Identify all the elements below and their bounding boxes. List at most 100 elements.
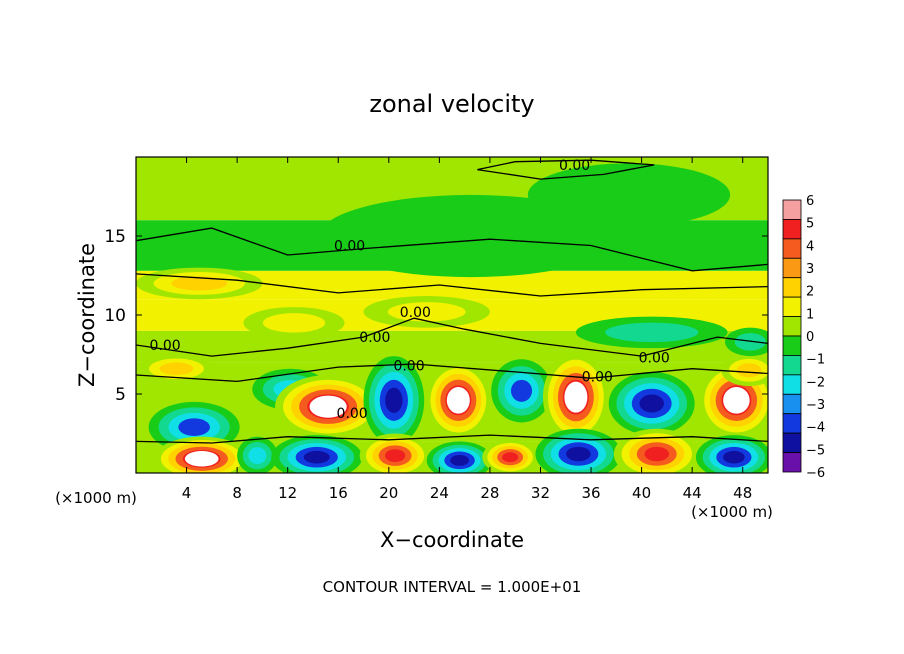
colorbar-segment (782, 277, 802, 298)
cell-level (159, 362, 194, 376)
cell-level (566, 446, 591, 462)
contour-line (136, 227, 768, 272)
colorbar-segment (782, 238, 802, 259)
cell-level (736, 363, 762, 378)
colorbar-tick-label: 1 (806, 307, 814, 322)
colorbar-tick-label: −6 (806, 466, 825, 481)
contour-label: 0.00 (359, 330, 390, 346)
colorbar-segment (782, 296, 802, 317)
colorbar-tick-label: 4 (806, 239, 814, 254)
x-tick-label: 12 (278, 484, 297, 502)
contour-line (477, 159, 655, 180)
x-tick-label: 8 (232, 484, 242, 502)
chart-title: zonal velocity (369, 90, 534, 118)
colorbar-tick-label: 0 (806, 330, 814, 345)
cell-level (319, 194, 623, 278)
contour-interval-note: CONTOUR INTERVAL = 1.000E+01 (323, 578, 582, 596)
colorbar-tick-label: −1 (806, 353, 825, 368)
velocity-cell (725, 327, 768, 357)
cell-level (178, 418, 210, 436)
colorbar: 6 5 4 3 2 1 0 −1 −2 −3 −4 −5 −6 (782, 194, 825, 481)
contour-line (136, 434, 768, 444)
contour-label: 0.00 (149, 338, 180, 354)
velocity-cell (426, 441, 493, 473)
x-tick-label: 20 (379, 484, 398, 502)
colorbar-tick-label: 3 (806, 262, 814, 277)
contour-line (136, 363, 768, 383)
x-tick-label: 36 (581, 484, 600, 502)
x-tick-label: 44 (683, 484, 702, 502)
y-axis-ticks: 5 10 15 (104, 227, 768, 405)
velocity-cell (482, 439, 538, 473)
x-tick-label: 40 (632, 484, 651, 502)
x-tick-label: 32 (531, 484, 550, 502)
colorbar-tick-label: −5 (806, 443, 825, 458)
y-tick-label: 10 (104, 306, 126, 326)
x-axis-ticks: 4 8 12 16 20 24 28 32 36 40 44 48 (182, 157, 752, 502)
cell-level (262, 313, 326, 333)
x-tick-label: 48 (733, 484, 752, 502)
cell-level (644, 446, 670, 462)
cell-saturated-core (184, 451, 219, 467)
x-tick-label: 4 (182, 484, 192, 502)
cell-level (723, 450, 745, 464)
colorbar-segment (782, 316, 802, 337)
contour-label: 0.00 (639, 351, 670, 367)
x-tick-label: 24 (430, 484, 449, 502)
colorbar-segment (782, 199, 802, 220)
y-tick-label: 5 (115, 385, 126, 405)
cell-level (385, 387, 403, 413)
cell-level (510, 379, 533, 402)
velocity-cell (275, 375, 382, 439)
colorbar-tick-label: −3 (806, 398, 825, 413)
y-tick-label: 15 (104, 227, 126, 247)
colorbar-tick-label: 5 (806, 217, 814, 232)
contour-line (136, 273, 768, 297)
cell-saturated-core (446, 387, 470, 414)
contour-label: 0.00 (582, 370, 613, 386)
colorbar-segment (782, 413, 802, 434)
colorbar-segment (782, 452, 802, 473)
x-tick-label: 28 (480, 484, 499, 502)
colorbar-segment (782, 355, 802, 376)
cell-level (387, 302, 466, 322)
cell-saturated-core (309, 395, 347, 418)
colorbar-tick-label: 2 (806, 285, 814, 300)
cell-level (171, 276, 228, 291)
cell-level (385, 449, 406, 462)
cell-level (303, 450, 330, 464)
colorbar-segment (782, 257, 802, 279)
contour-labels: 0.000.000.000.000.000.00 0.000.000.00 (149, 158, 669, 422)
velocity-field (136, 157, 768, 473)
velocity-cell (575, 316, 728, 349)
cell-level (734, 333, 766, 351)
contour-label: 0.00 (400, 305, 431, 321)
colorbar-tick-label: −4 (806, 421, 825, 436)
velocity-cell (363, 356, 425, 445)
contour-label: 0.00 (334, 238, 365, 254)
velocity-cell (319, 194, 623, 278)
cell-saturated-core (723, 387, 750, 414)
x-unit-left: (×1000 m) (55, 489, 137, 507)
velocity-cell (491, 359, 552, 423)
velocity-cell (148, 401, 240, 453)
contour-line (136, 317, 768, 357)
cell-saturated-core (564, 381, 588, 413)
velocity-cell (608, 371, 695, 436)
contour-label: 0.00 (393, 359, 424, 375)
colorbar-tick-label: −2 (806, 375, 825, 390)
contour-label: 0.00 (559, 158, 590, 174)
y-axis-label: Z−coordinate (75, 243, 99, 387)
velocity-cell (237, 436, 278, 473)
x-tick-label: 16 (329, 484, 348, 502)
velocity-cell (527, 163, 731, 227)
zero-contour-lines (136, 159, 768, 444)
velocity-cell (363, 296, 490, 328)
velocity-cell (543, 352, 609, 442)
velocity-cell (721, 354, 768, 387)
colorbar-segment (782, 393, 802, 415)
colorbar-tick-label: 6 (806, 194, 814, 209)
velocity-cell (243, 307, 345, 339)
velocity-cell (695, 435, 768, 473)
colorbar-segment (782, 335, 802, 356)
